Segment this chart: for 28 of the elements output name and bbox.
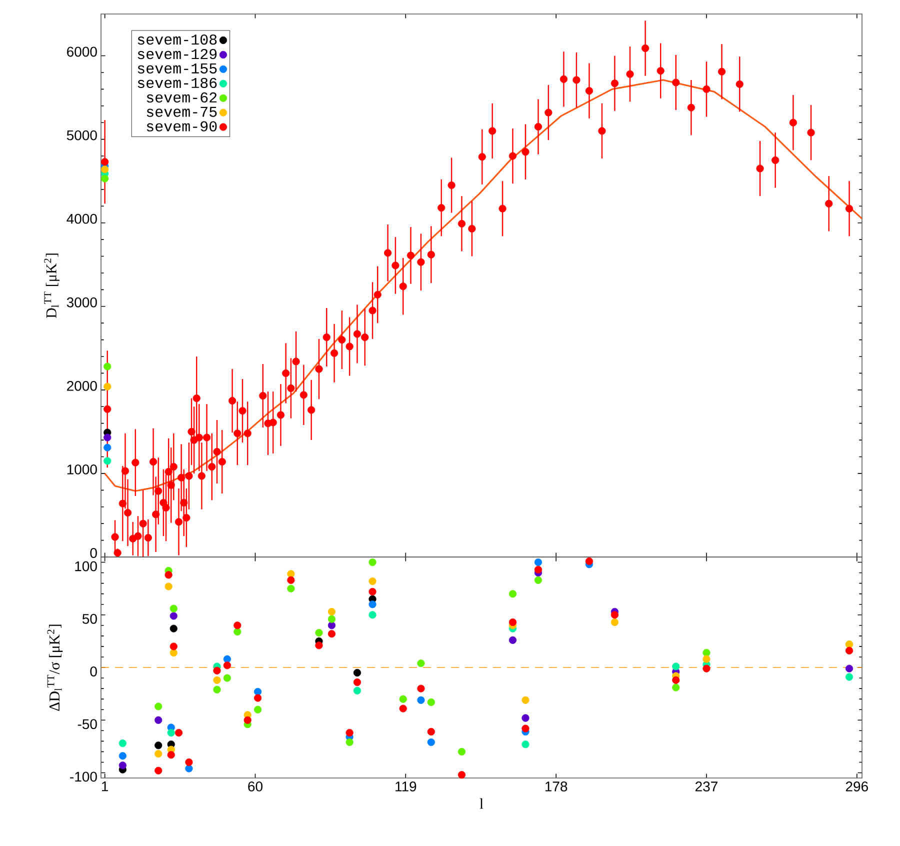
y-tick-label: 3000 xyxy=(66,297,97,308)
y-tick-label: 1000 xyxy=(67,464,97,474)
legend-label: sevem-75 xyxy=(146,106,217,117)
y-tick-label: 100 xyxy=(75,561,97,572)
legend-label: sevem-62 xyxy=(146,92,217,103)
y-tick-label: 2000 xyxy=(67,380,97,391)
y-tick-label: 50 xyxy=(82,614,97,624)
y-tick-label: 4000 xyxy=(66,214,97,224)
legend-label: sevem-155 xyxy=(138,64,217,74)
x-tick-label: 296 xyxy=(846,782,868,792)
y-tick-label: 6000 xyxy=(67,46,97,57)
y-tick-label: -100 xyxy=(70,772,97,782)
legend-label: sevem-108 xyxy=(138,34,217,45)
x-tick-label: 60 xyxy=(248,782,262,792)
y-tick-label: 0 xyxy=(90,548,97,558)
x-tick-label: 178 xyxy=(545,782,568,792)
y-tick-label: 5000 xyxy=(66,130,97,140)
x-tick-label: 119 xyxy=(396,782,416,792)
y-axis-title: ΔD$_{l}$$^{TT}$/σ [μK$^{2}$] xyxy=(47,624,63,711)
x-axis-title: l xyxy=(480,798,484,809)
x-tick-label: 1 xyxy=(102,782,108,792)
legend-label: sevem-129 xyxy=(138,48,217,60)
x-tick-label: 237 xyxy=(696,782,718,792)
y-tick-label: -50 xyxy=(78,719,97,730)
y-tick-label: 0 xyxy=(90,666,97,676)
y-axis-title: D$_{l}$$^{TT}$ [μK$^{2}$] xyxy=(44,254,60,318)
legend-label: sevem-186 xyxy=(138,78,217,88)
legend-label: sevem-90 xyxy=(146,121,217,132)
